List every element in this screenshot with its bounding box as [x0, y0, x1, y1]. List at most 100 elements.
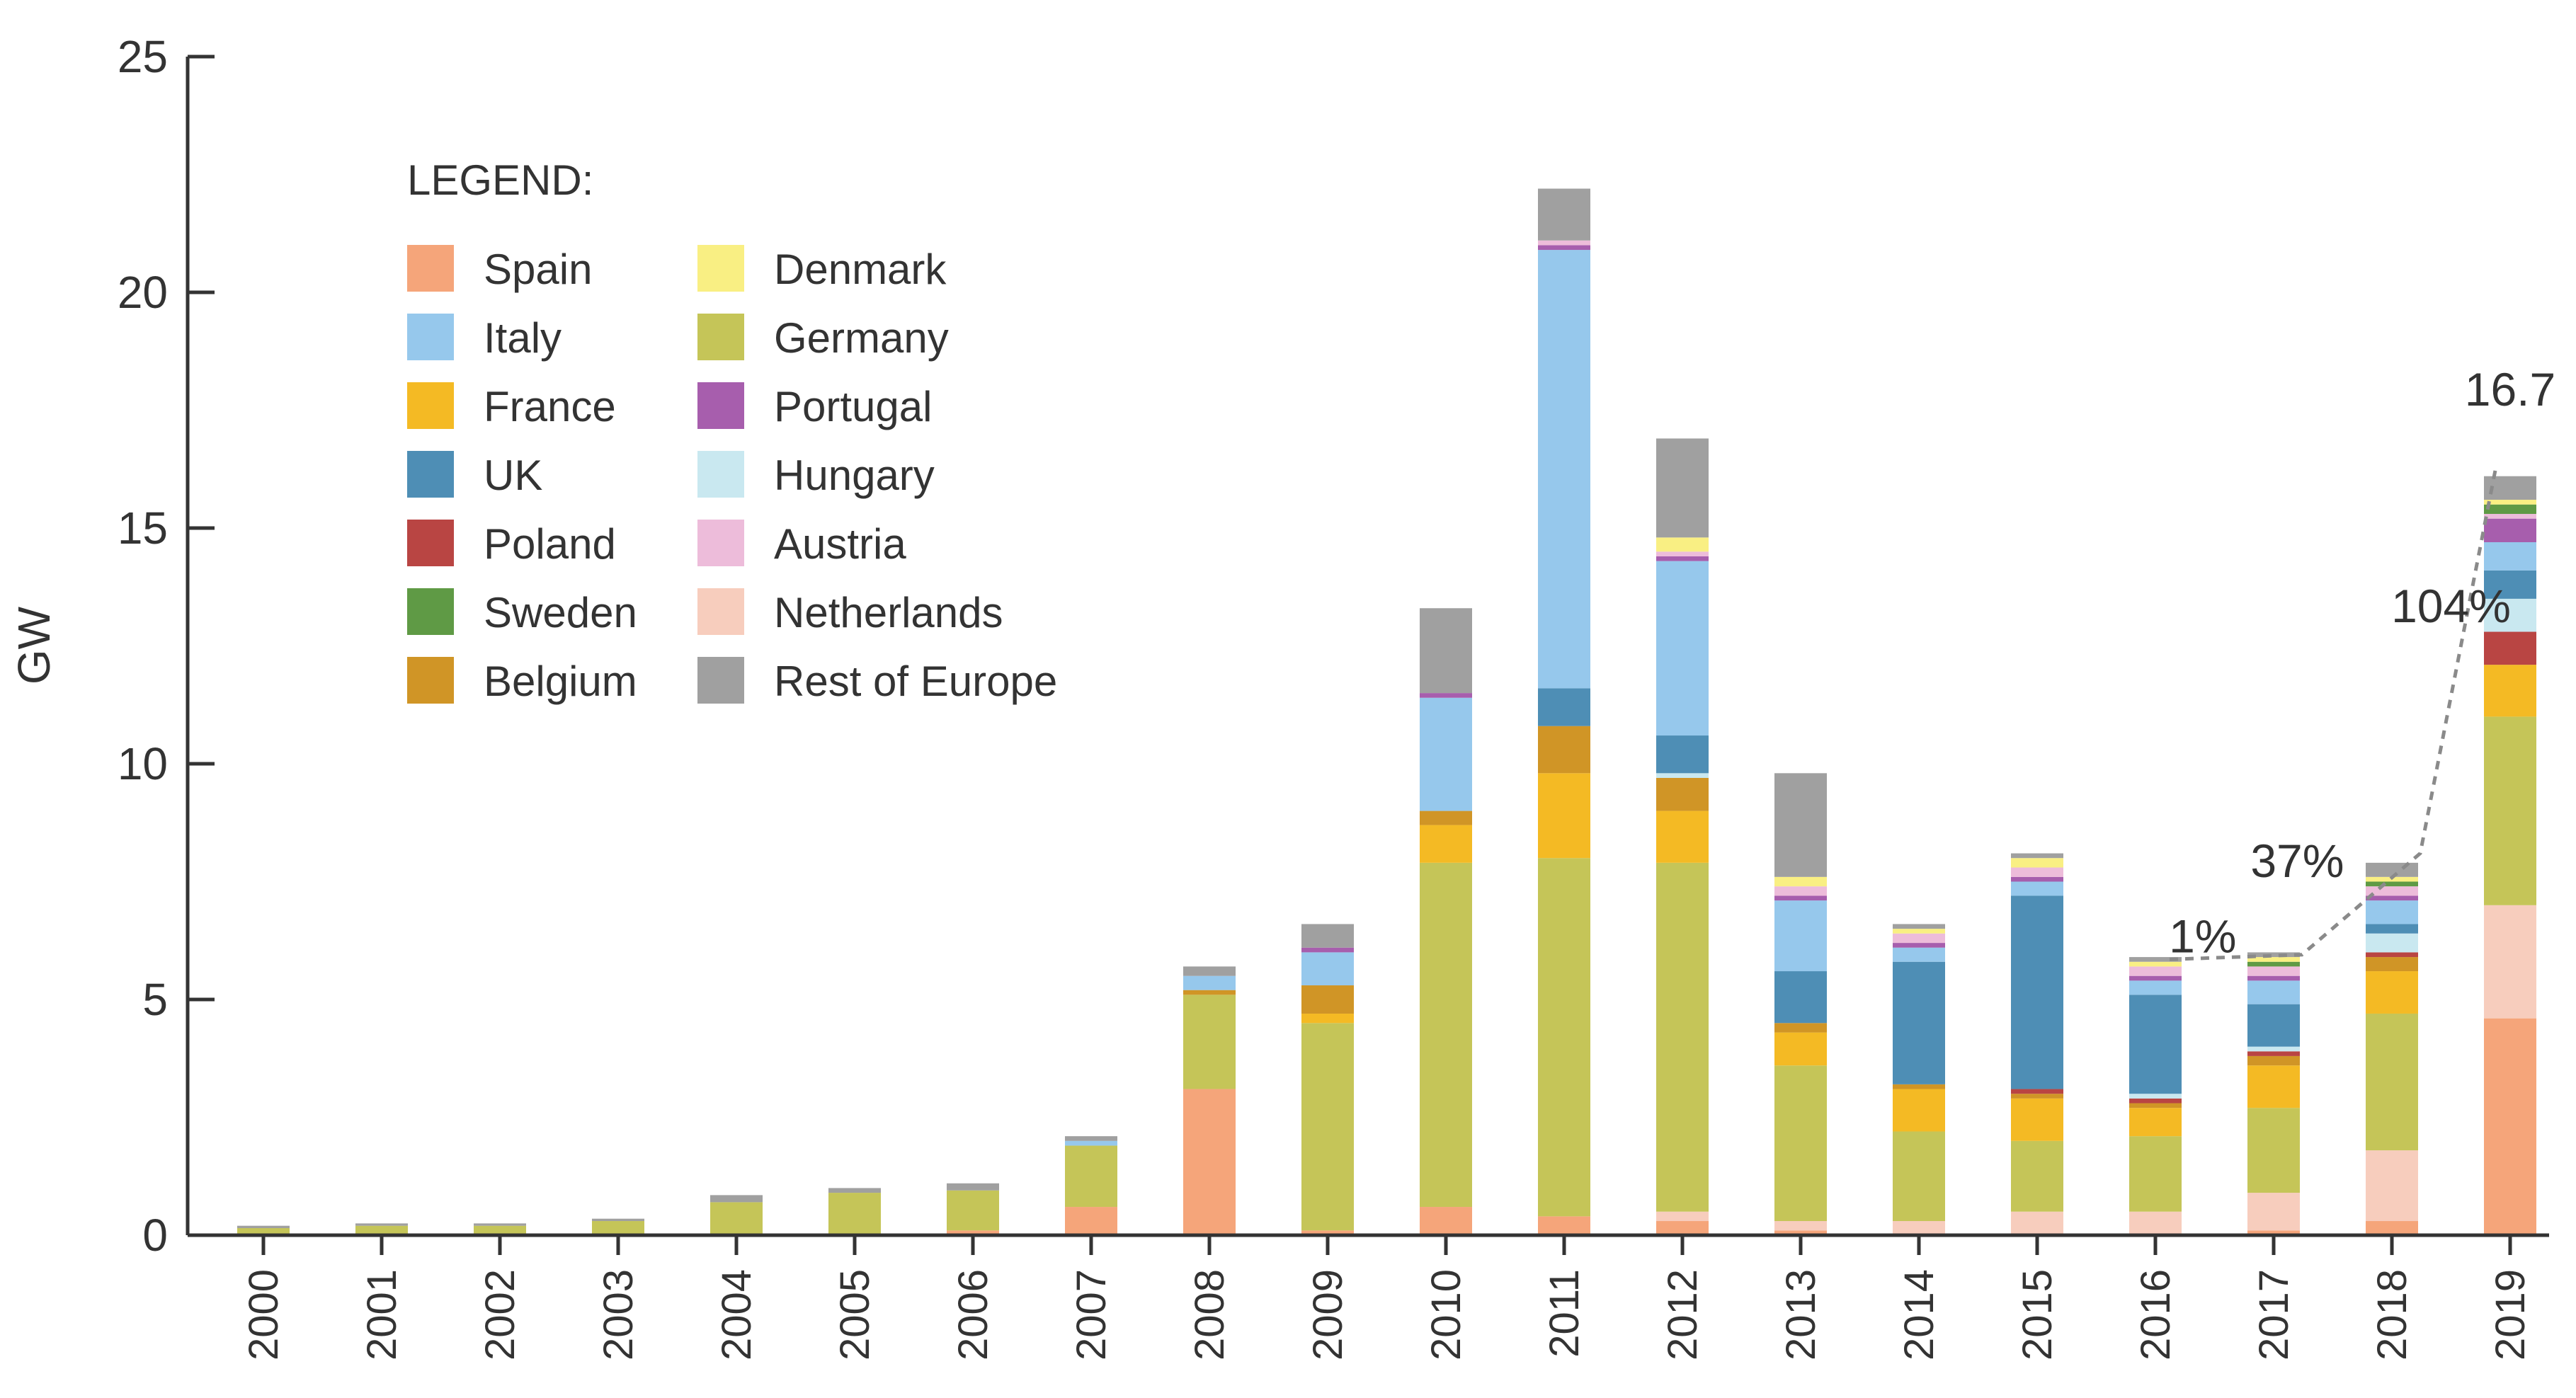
- bar-segment-2016-hungary: [2129, 1094, 2182, 1099]
- annotation-16-7: 16.7: [2465, 363, 2555, 416]
- legend-label-hungary: Hungary: [774, 452, 935, 499]
- bar-segment-2010-italy: [1420, 697, 1472, 811]
- legend-swatch-austria: [697, 520, 744, 566]
- bar-segment-2011-france: [1538, 773, 1590, 859]
- bar-segment-2009-belgium: [1301, 985, 1354, 1014]
- x-tick-label-2005: 2005: [832, 1269, 878, 1360]
- x-tick-label-2003: 2003: [595, 1269, 642, 1360]
- bar-segment-2019-poland: [2484, 631, 2536, 665]
- bar-segment-2012-uk: [1656, 735, 1709, 774]
- bar-segment-2011-uk: [1538, 688, 1590, 726]
- bar-segment-2019-portugal: [2484, 518, 2536, 542]
- bar-segment-2017-portugal: [2247, 975, 2300, 981]
- bar-segment-2014-belgium: [1893, 1084, 1945, 1089]
- bar-segment-2010-belgium: [1420, 810, 1472, 825]
- bars: [237, 188, 2536, 1235]
- bar-segment-2019-germany: [2484, 716, 2536, 905]
- bar-segment-2007-italy: [1065, 1140, 1117, 1146]
- bar-segment-2016-uk: [2129, 995, 2182, 1094]
- bar-segment-2011-rest-of-europe: [1538, 188, 1590, 241]
- bar-segment-2017-denmark: [2247, 957, 2300, 962]
- x-tick-label-2000: 2000: [241, 1269, 287, 1360]
- legend: LEGEND: Spain Italy France UK Poland Sweden Be…: [407, 156, 1057, 705]
- bar-segment-2005-rest-of-europe: [828, 1188, 881, 1193]
- bar-segment-2018-poland: [2366, 952, 2418, 958]
- bar-segment-2015-france: [2011, 1098, 2063, 1141]
- bar-segment-2014-denmark: [1893, 929, 1945, 934]
- y-tick-label-25: 25: [118, 31, 168, 82]
- bar-segment-2004-rest-of-europe: [710, 1195, 763, 1203]
- x-tick-label-2013: 2013: [1778, 1269, 1824, 1360]
- bar-segment-2019-sweden: [2484, 504, 2536, 515]
- bar-segment-2017-uk: [2247, 1004, 2300, 1047]
- bar-segment-2017-belgium: [2247, 1055, 2300, 1066]
- x-tick-label-2012: 2012: [1660, 1269, 1706, 1360]
- bar-segment-2019-austria: [2484, 514, 2536, 519]
- bar-segment-2008-rest-of-europe: [1183, 966, 1236, 976]
- bar-segment-2017-germany: [2247, 1108, 2300, 1193]
- bar-segment-2019-hungary: [2484, 598, 2536, 632]
- bar-segment-2008-italy: [1183, 975, 1236, 990]
- bar-segment-2006-germany: [947, 1190, 999, 1231]
- bar-segment-2016-rest-of-europe: [2129, 957, 2182, 962]
- growth-trend-line: [2169, 466, 2498, 961]
- bar-segment-2010-germany: [1420, 862, 1472, 1208]
- bar-segment-2016-belgium: [2129, 1103, 2182, 1108]
- annotation-1-pct: 1%: [2169, 910, 2236, 962]
- bar-segment-2003-rest-of-europe: [592, 1218, 644, 1222]
- bar-segment-2006-rest-of-europe: [947, 1183, 999, 1191]
- y-tick-label-20: 20: [118, 267, 168, 318]
- legend-label-germany: Germany: [774, 314, 949, 362]
- annotations: 16.7 104% 37% 1%: [2169, 363, 2555, 963]
- bar-segment-2015-netherlands: [2011, 1211, 2063, 1235]
- bar-segment-2018-hungary: [2366, 933, 2418, 953]
- y-axis-label: GW: [8, 606, 59, 684]
- legend-swatch-germany: [697, 314, 744, 360]
- bar-segment-2004-germany: [710, 1202, 763, 1235]
- legend-label-poland: Poland: [484, 520, 616, 568]
- bar-segment-2012-rest-of-europe: [1656, 438, 1709, 538]
- x-tick-label-2001: 2001: [359, 1269, 405, 1360]
- bar-segment-2009-spain: [1301, 1230, 1354, 1235]
- legend-swatch-hungary: [697, 451, 744, 498]
- legend-label-netherlands: Netherlands: [774, 589, 1003, 636]
- x-tick-label-2010: 2010: [1423, 1269, 1469, 1360]
- bar-segment-2019-france: [2484, 665, 2536, 717]
- bar-segment-2003-germany: [592, 1221, 644, 1235]
- bar-segment-2010-france: [1420, 825, 1472, 863]
- bar-segment-2012-netherlands: [1656, 1211, 1709, 1222]
- bar-segment-2013-denmark: [1774, 876, 1827, 887]
- bar-segment-2014-austria: [1893, 933, 1945, 944]
- bar-segment-2009-france: [1301, 1013, 1354, 1024]
- bar-segment-2019-denmark: [2484, 500, 2536, 505]
- bar-segment-2014-italy: [1893, 947, 1945, 962]
- bar-segment-2008-belgium: [1183, 990, 1236, 995]
- bar-segment-2013-austria: [1774, 886, 1827, 896]
- bar-segment-2015-portugal: [2011, 876, 2063, 882]
- legend-swatch-rest-of-europe: [697, 657, 744, 704]
- bar-segment-2012-denmark: [1656, 537, 1709, 552]
- bar-segment-2014-uk: [1893, 961, 1945, 1084]
- legend-swatch-spain: [407, 245, 454, 292]
- bar-segment-2011-germany: [1538, 858, 1590, 1217]
- legend-label-belgium: Belgium: [484, 658, 637, 705]
- legend-label-sweden: Sweden: [484, 589, 637, 636]
- bar-segment-2001-germany: [355, 1225, 408, 1235]
- bar-segment-2016-france: [2129, 1108, 2182, 1137]
- x-tick-label-2006: 2006: [950, 1269, 996, 1360]
- bar-segment-2010-rest-of-europe: [1420, 608, 1472, 694]
- bar-segment-2017-netherlands: [2247, 1193, 2300, 1231]
- bar-segment-2010-spain: [1420, 1207, 1472, 1235]
- axes: [186, 57, 2549, 1237]
- bar-segment-2012-austria: [1656, 551, 1709, 556]
- bar-segment-2013-netherlands: [1774, 1221, 1827, 1231]
- x-tick-label-2017: 2017: [2251, 1269, 2297, 1360]
- bar-segment-2009-portugal: [1301, 947, 1354, 953]
- bar-segment-2012-germany: [1656, 862, 1709, 1212]
- bar-segment-2015-italy: [2011, 881, 2063, 896]
- bar-segment-2012-spain: [1656, 1221, 1709, 1235]
- bar-segment-2019-italy: [2484, 542, 2536, 571]
- annotation-104-pct: 104%: [2391, 580, 2511, 632]
- bar-segment-2019-netherlands: [2484, 905, 2536, 1019]
- bar-segment-2014-germany: [1893, 1131, 1945, 1222]
